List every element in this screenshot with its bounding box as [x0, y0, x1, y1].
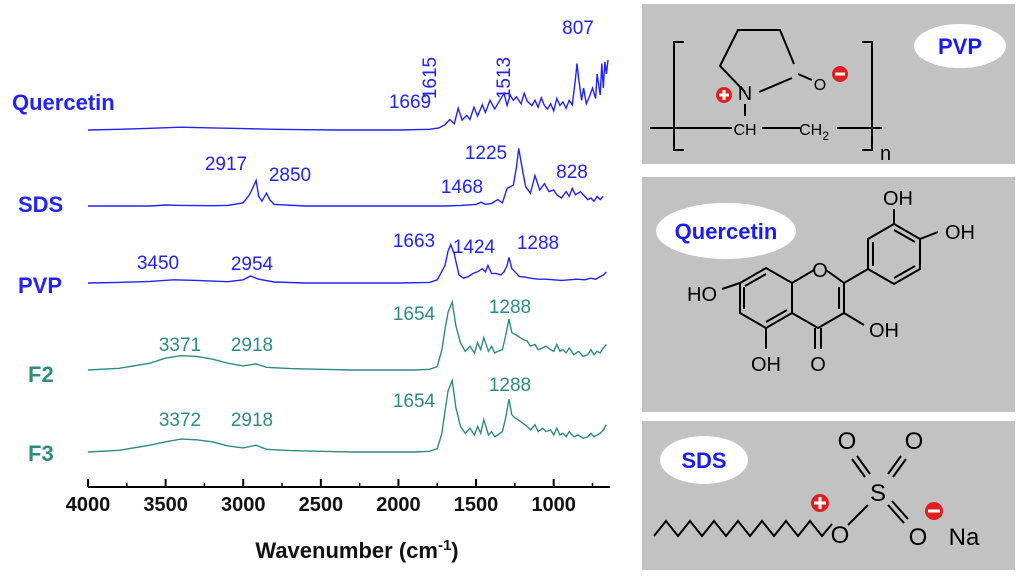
peak-label: 1654 [393, 304, 436, 325]
series-line-sds [88, 148, 604, 207]
sds-structure-panel: SDS O S O O O Na [642, 421, 1015, 570]
ring-a [739, 266, 793, 330]
x-tick-label: 2000 [376, 494, 421, 516]
quercetin-label-oval [656, 203, 796, 259]
x-tick-label: 3000 [221, 494, 266, 516]
alkyl-chain [653, 519, 833, 538]
peak-label: 1615 [420, 57, 441, 99]
keto-bond [814, 328, 822, 349]
peak-label: 1288 [489, 297, 531, 318]
sds-label-oval [660, 436, 748, 484]
atom-o-top-2: O [905, 428, 924, 455]
ring-b [867, 222, 921, 286]
series-label-sds: SDS [18, 192, 63, 217]
peak-label: 1513 [494, 57, 515, 99]
ring-b-double-bonds [872, 229, 916, 279]
peak-label: 2917 [205, 154, 247, 175]
oh-top-1: OH [883, 188, 913, 210]
x-tick-label: 1500 [454, 494, 499, 516]
series-line-quercetin [87, 59, 609, 131]
left-bracket [673, 41, 684, 151]
sds-minus-bar [928, 509, 940, 513]
pvp-structure-panel: PVP N O CH CH2 n [642, 4, 1015, 164]
oh-top-2: OH [945, 222, 975, 244]
ring-a-double-bonds [743, 273, 788, 323]
oh-bottom: OH [751, 354, 781, 376]
x-tick-label: 1000 [531, 494, 576, 516]
atom-o-top-1: O [838, 428, 857, 455]
s-o-double-bond-3 [887, 500, 909, 524]
atom-o: O [814, 77, 826, 94]
peak-label: 1225 [465, 143, 507, 164]
peak-label: 2918 [231, 410, 273, 431]
sds-structure-drawing: SDS O S O O O Na [653, 428, 980, 551]
carbonyl-bond [797, 73, 813, 81]
series-label-quercetin: Quercetin [12, 90, 115, 115]
x-tick-label: 3500 [143, 494, 188, 516]
peak-label: 1288 [517, 233, 559, 254]
peak-label: 1663 [393, 231, 435, 252]
ch2-group: CH2 [799, 122, 829, 143]
pvp-structure-drawing: PVP N O CH CH2 n [650, 24, 1006, 164]
series-layer: Quercetin SDS PVP F2 F3 [12, 59, 609, 466]
ring-oxygen: O [812, 260, 828, 282]
quercetin-label: Quercetin [675, 219, 778, 244]
atom-o-right: O [909, 524, 928, 551]
series-line-f2 [87, 299, 607, 371]
plus-charge-vbar [722, 90, 726, 100]
peak-label: 1288 [489, 375, 531, 396]
peak-label: 1654 [393, 391, 436, 412]
ch-group: CH [733, 122, 756, 139]
c7-oh-bond [721, 282, 741, 290]
peak-label: 3372 [159, 410, 201, 431]
peak-label: 2954 [231, 254, 274, 275]
peak-label: 3450 [137, 253, 179, 274]
sds-label: SDS [681, 448, 726, 473]
series-line-f3 [87, 377, 607, 453]
series-label-pvp: PVP [18, 273, 62, 298]
o-s-bond [847, 504, 869, 526]
minus-charge-bar [835, 72, 845, 76]
x-axis: 4000 3500 3000 2500 2000 1500 1000 [66, 479, 610, 516]
peak-label: 2918 [231, 335, 273, 356]
x-axis-title: Wavenumber (cm-1) [255, 537, 458, 563]
sodium: Na [949, 524, 980, 551]
quercetin-structure-drawing: Quercetin O O OH OH HO OH OH [656, 188, 975, 376]
oh-right: OH [869, 320, 899, 342]
n-c-bond [758, 77, 793, 93]
pyrrolidone-ring [718, 29, 795, 93]
sds-plus-vbar [818, 497, 822, 509]
series-line-pvp [87, 242, 607, 284]
keto-oxygen: O [810, 354, 826, 376]
pvp-label-oval [914, 24, 1006, 68]
series-label-f2: F2 [28, 362, 54, 387]
ho-left: HO [687, 284, 717, 306]
peak-label: 1669 [389, 92, 431, 113]
peak-label: 1424 [453, 237, 496, 258]
c4p-oh-bond [919, 231, 939, 240]
series-label-f3: F3 [28, 441, 54, 466]
s-o-double-bond-2 [887, 455, 907, 478]
peak-label: 807 [562, 18, 594, 39]
peak-label: 3371 [159, 335, 201, 356]
right-bracket [862, 41, 873, 151]
peak-label: 2850 [269, 165, 311, 186]
ring-b-link [843, 268, 869, 284]
pvp-label: PVP [938, 34, 982, 59]
peak-label: 828 [556, 162, 588, 183]
quercetin-structure-panel: Quercetin O O OH OH HO OH OH [642, 177, 1015, 412]
s-o-double-bond-1 [851, 455, 871, 478]
x-tick-label: 4000 [66, 494, 111, 516]
atom-n: N [738, 83, 752, 105]
atom-s: S [870, 480, 886, 507]
atom-o-left: O [831, 522, 850, 549]
peak-label: 1468 [441, 177, 483, 198]
c3-oh-bond [843, 312, 865, 326]
x-tick-label: 2500 [299, 494, 344, 516]
repeat-n: n [880, 143, 891, 164]
